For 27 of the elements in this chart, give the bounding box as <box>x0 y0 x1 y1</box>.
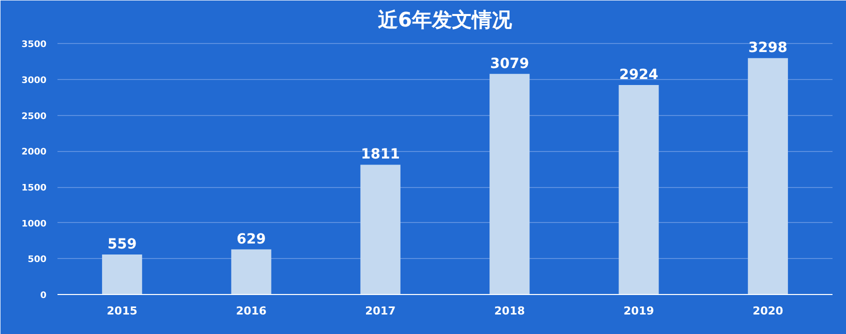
x-tick-label: 2019 <box>623 304 654 318</box>
y-tick-label: 1000 <box>21 219 47 230</box>
y-tick-label: 2500 <box>21 112 47 122</box>
data-label: 1811 <box>360 146 400 163</box>
bar <box>490 74 530 294</box>
data-label: 629 <box>236 231 266 248</box>
y-tick-label: 500 <box>28 255 47 266</box>
x-tick-label: 2015 <box>106 304 138 318</box>
y-tick-label: 1500 <box>21 184 47 194</box>
x-tick-label: 2017 <box>365 304 396 318</box>
data-label: 3079 <box>490 56 530 72</box>
bar <box>102 254 142 294</box>
y-tick-label: 2000 <box>21 148 47 158</box>
data-label: 2924 <box>619 66 658 83</box>
bar <box>748 58 788 294</box>
data-label: 559 <box>107 236 137 252</box>
chart-title: 近6年发文情况 <box>377 8 513 32</box>
x-tick-label: 2018 <box>494 304 525 318</box>
x-tick-label: 2016 <box>236 304 267 318</box>
bar <box>360 164 400 294</box>
bar <box>231 249 272 294</box>
y-tick-label: 0 <box>40 291 47 301</box>
x-tick-label: 2020 <box>752 304 784 318</box>
data-label: 3298 <box>748 40 788 56</box>
y-tick-label: 3000 <box>21 76 47 86</box>
bar <box>618 84 659 294</box>
y-tick-label: 3500 <box>21 40 47 50</box>
